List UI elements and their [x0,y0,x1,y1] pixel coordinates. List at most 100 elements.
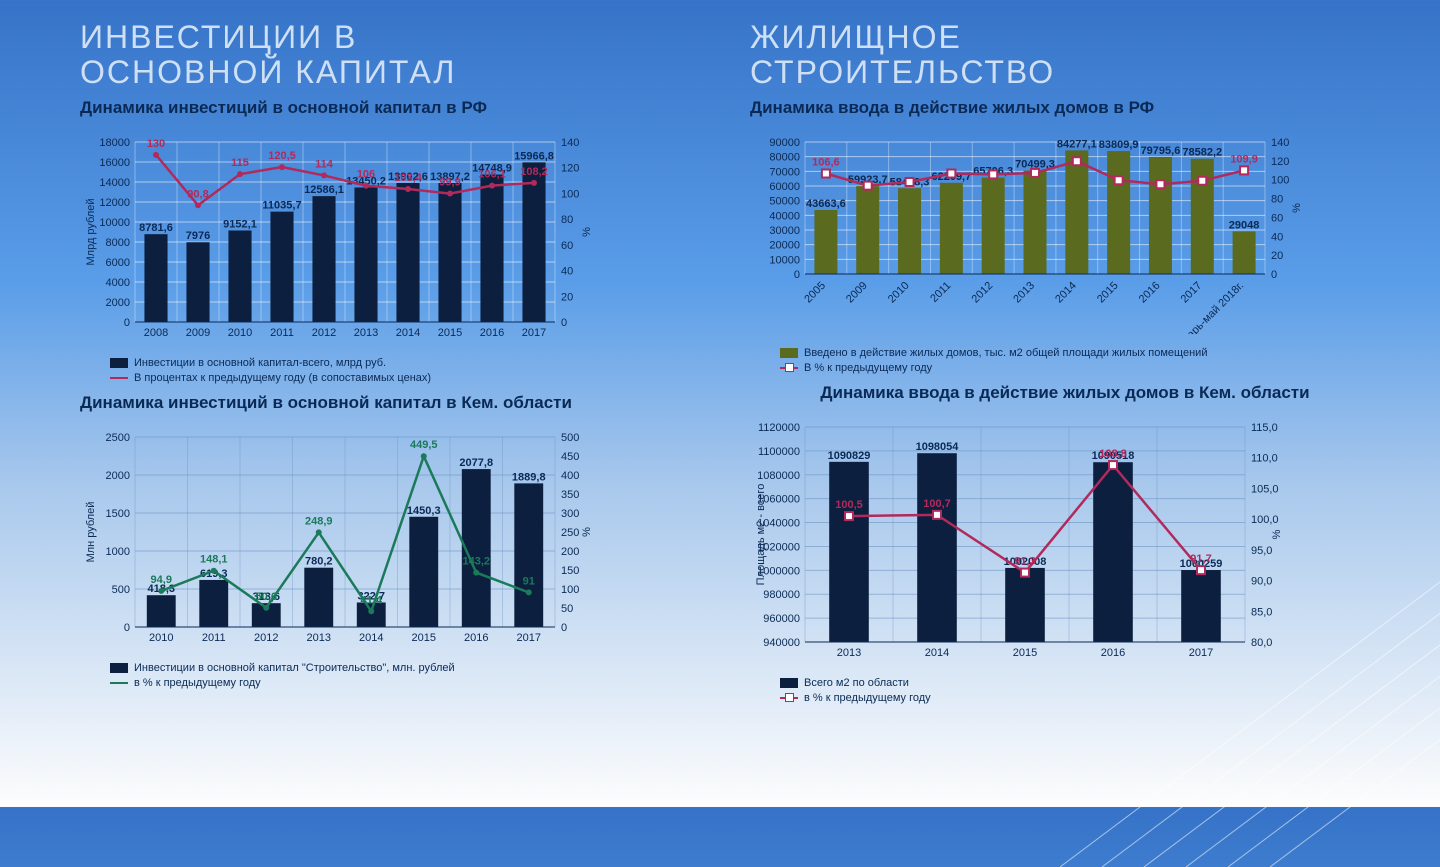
right-chart1-title: Динамика ввода в действие жилых домов в … [750,98,1380,118]
svg-text:300: 300 [561,508,579,520]
svg-text:140: 140 [561,137,579,149]
svg-text:14000: 14000 [99,177,130,189]
svg-text:2011: 2011 [270,327,294,339]
svg-text:2008: 2008 [144,327,168,339]
svg-text:40: 40 [1271,232,1283,244]
svg-text:2012: 2012 [254,632,278,644]
svg-text:80000: 80000 [769,152,800,164]
svg-text:10000: 10000 [769,255,800,267]
svg-text:2014: 2014 [1053,280,1079,306]
svg-text:январь-май 2018г.: январь-май 2018г. [1172,280,1246,334]
svg-text:40000: 40000 [769,211,800,223]
svg-text:%: % [1291,203,1303,213]
svg-text:120,5: 120,5 [268,150,296,162]
svg-text:0: 0 [124,622,130,634]
svg-text:1098054: 1098054 [916,442,960,454]
svg-text:12586,1: 12586,1 [304,185,344,197]
svg-text:50,6: 50,6 [256,591,277,603]
svg-text:2015: 2015 [412,632,436,644]
svg-text:2500: 2500 [106,432,130,444]
svg-text:115,0: 115,0 [1251,422,1278,434]
svg-text:2012: 2012 [970,280,996,306]
svg-text:449,5: 449,5 [410,440,438,452]
left-chart2-legend: Инвестиции в основной капитал "Строитель… [80,657,710,698]
svg-text:100,5: 100,5 [835,499,863,511]
svg-text:2013: 2013 [837,647,861,659]
svg-text:80,0: 80,0 [1251,637,1272,649]
svg-text:106,1: 106,1 [478,169,506,181]
right-column: ЖИЛИЩНОЕСТРОИТЕЛЬСТВО Динамика ввода в д… [750,20,1380,797]
svg-text:7976: 7976 [186,231,210,243]
left-chart2-title: Динамика инвестиций в основной капитал в… [80,393,710,413]
svg-text:248,9: 248,9 [305,516,333,528]
svg-text:109,9: 109,9 [1230,154,1258,166]
svg-text:2016: 2016 [1137,280,1163,306]
svg-text:1450,3: 1450,3 [407,505,441,517]
svg-text:106,6: 106,6 [812,157,840,169]
svg-text:1000: 1000 [106,546,130,558]
svg-text:83809,9: 83809,9 [1099,139,1139,151]
svg-text:60: 60 [561,240,573,252]
svg-text:350: 350 [561,489,579,501]
svg-text:%: % [581,527,593,537]
svg-text:40: 40 [561,266,573,278]
svg-text:108,8: 108,8 [1099,448,1127,460]
svg-text:100: 100 [1271,175,1289,187]
svg-text:2014: 2014 [396,327,420,339]
svg-text:%: % [581,227,593,237]
svg-text:80: 80 [561,215,573,227]
svg-text:110,0: 110,0 [1251,453,1278,465]
svg-text:100: 100 [561,584,579,596]
svg-text:2013: 2013 [307,632,331,644]
svg-text:0: 0 [561,622,567,634]
svg-text:2013: 2013 [354,327,378,339]
svg-text:148,1: 148,1 [200,554,228,566]
svg-text:2013: 2013 [1011,280,1037,306]
right-chart2-title: Динамика ввода в действие жилых домов в … [750,383,1380,403]
svg-text:108,2: 108,2 [520,166,548,178]
svg-text:1090829: 1090829 [828,450,871,462]
svg-text:106: 106 [357,169,375,181]
svg-text:120: 120 [561,163,579,175]
svg-text:960000: 960000 [763,613,800,625]
svg-text:30000: 30000 [769,225,800,237]
left-chart2: 0500100015002000250005010015020025030035… [80,419,710,649]
svg-text:2017: 2017 [1179,280,1205,306]
svg-text:8000: 8000 [106,237,130,249]
svg-text:940000: 940000 [763,637,800,649]
right-chart1: 0100002000030000400005000060000700008000… [750,124,1380,334]
svg-text:114: 114 [315,159,334,171]
svg-text:105,0: 105,0 [1251,484,1279,496]
svg-text:2009: 2009 [186,327,210,339]
svg-text:2011: 2011 [928,280,953,305]
svg-text:85,0: 85,0 [1251,607,1272,619]
svg-text:18000: 18000 [99,137,130,149]
svg-text:20000: 20000 [769,240,800,252]
svg-text:91,7: 91,7 [1190,554,1211,566]
svg-text:1100000: 1100000 [758,446,800,458]
svg-text:79795,6: 79795,6 [1141,145,1181,157]
svg-text:20: 20 [1271,251,1283,263]
svg-text:500: 500 [561,432,579,444]
svg-text:0: 0 [794,269,800,281]
svg-text:12000: 12000 [99,197,130,209]
svg-text:2005: 2005 [802,280,828,306]
svg-text:120: 120 [1271,156,1289,168]
svg-text:400: 400 [561,470,579,482]
right-chart2-legend: Всего м2 по областив % к предыдущему год… [750,672,1380,713]
svg-text:250: 250 [561,527,579,539]
svg-text:8781,6: 8781,6 [139,223,173,235]
svg-text:2014: 2014 [925,647,949,659]
svg-text:2077,8: 2077,8 [459,457,493,469]
svg-text:2015: 2015 [1095,280,1121,306]
svg-text:1500: 1500 [106,508,130,520]
svg-text:100,0: 100,0 [1251,515,1279,527]
left-title: ИНВЕСТИЦИИ ВОСНОВНОЙ КАПИТАЛ [80,20,710,90]
left-chart1-title: Динамика инвестиций в основной капитал в… [80,98,710,118]
svg-text:1889,8: 1889,8 [512,472,546,484]
svg-text:6000: 6000 [106,257,130,269]
svg-text:95,0: 95,0 [1251,545,1272,557]
svg-text:2010: 2010 [149,632,173,644]
svg-text:70000: 70000 [769,167,800,179]
svg-text:1120000: 1120000 [758,422,800,434]
